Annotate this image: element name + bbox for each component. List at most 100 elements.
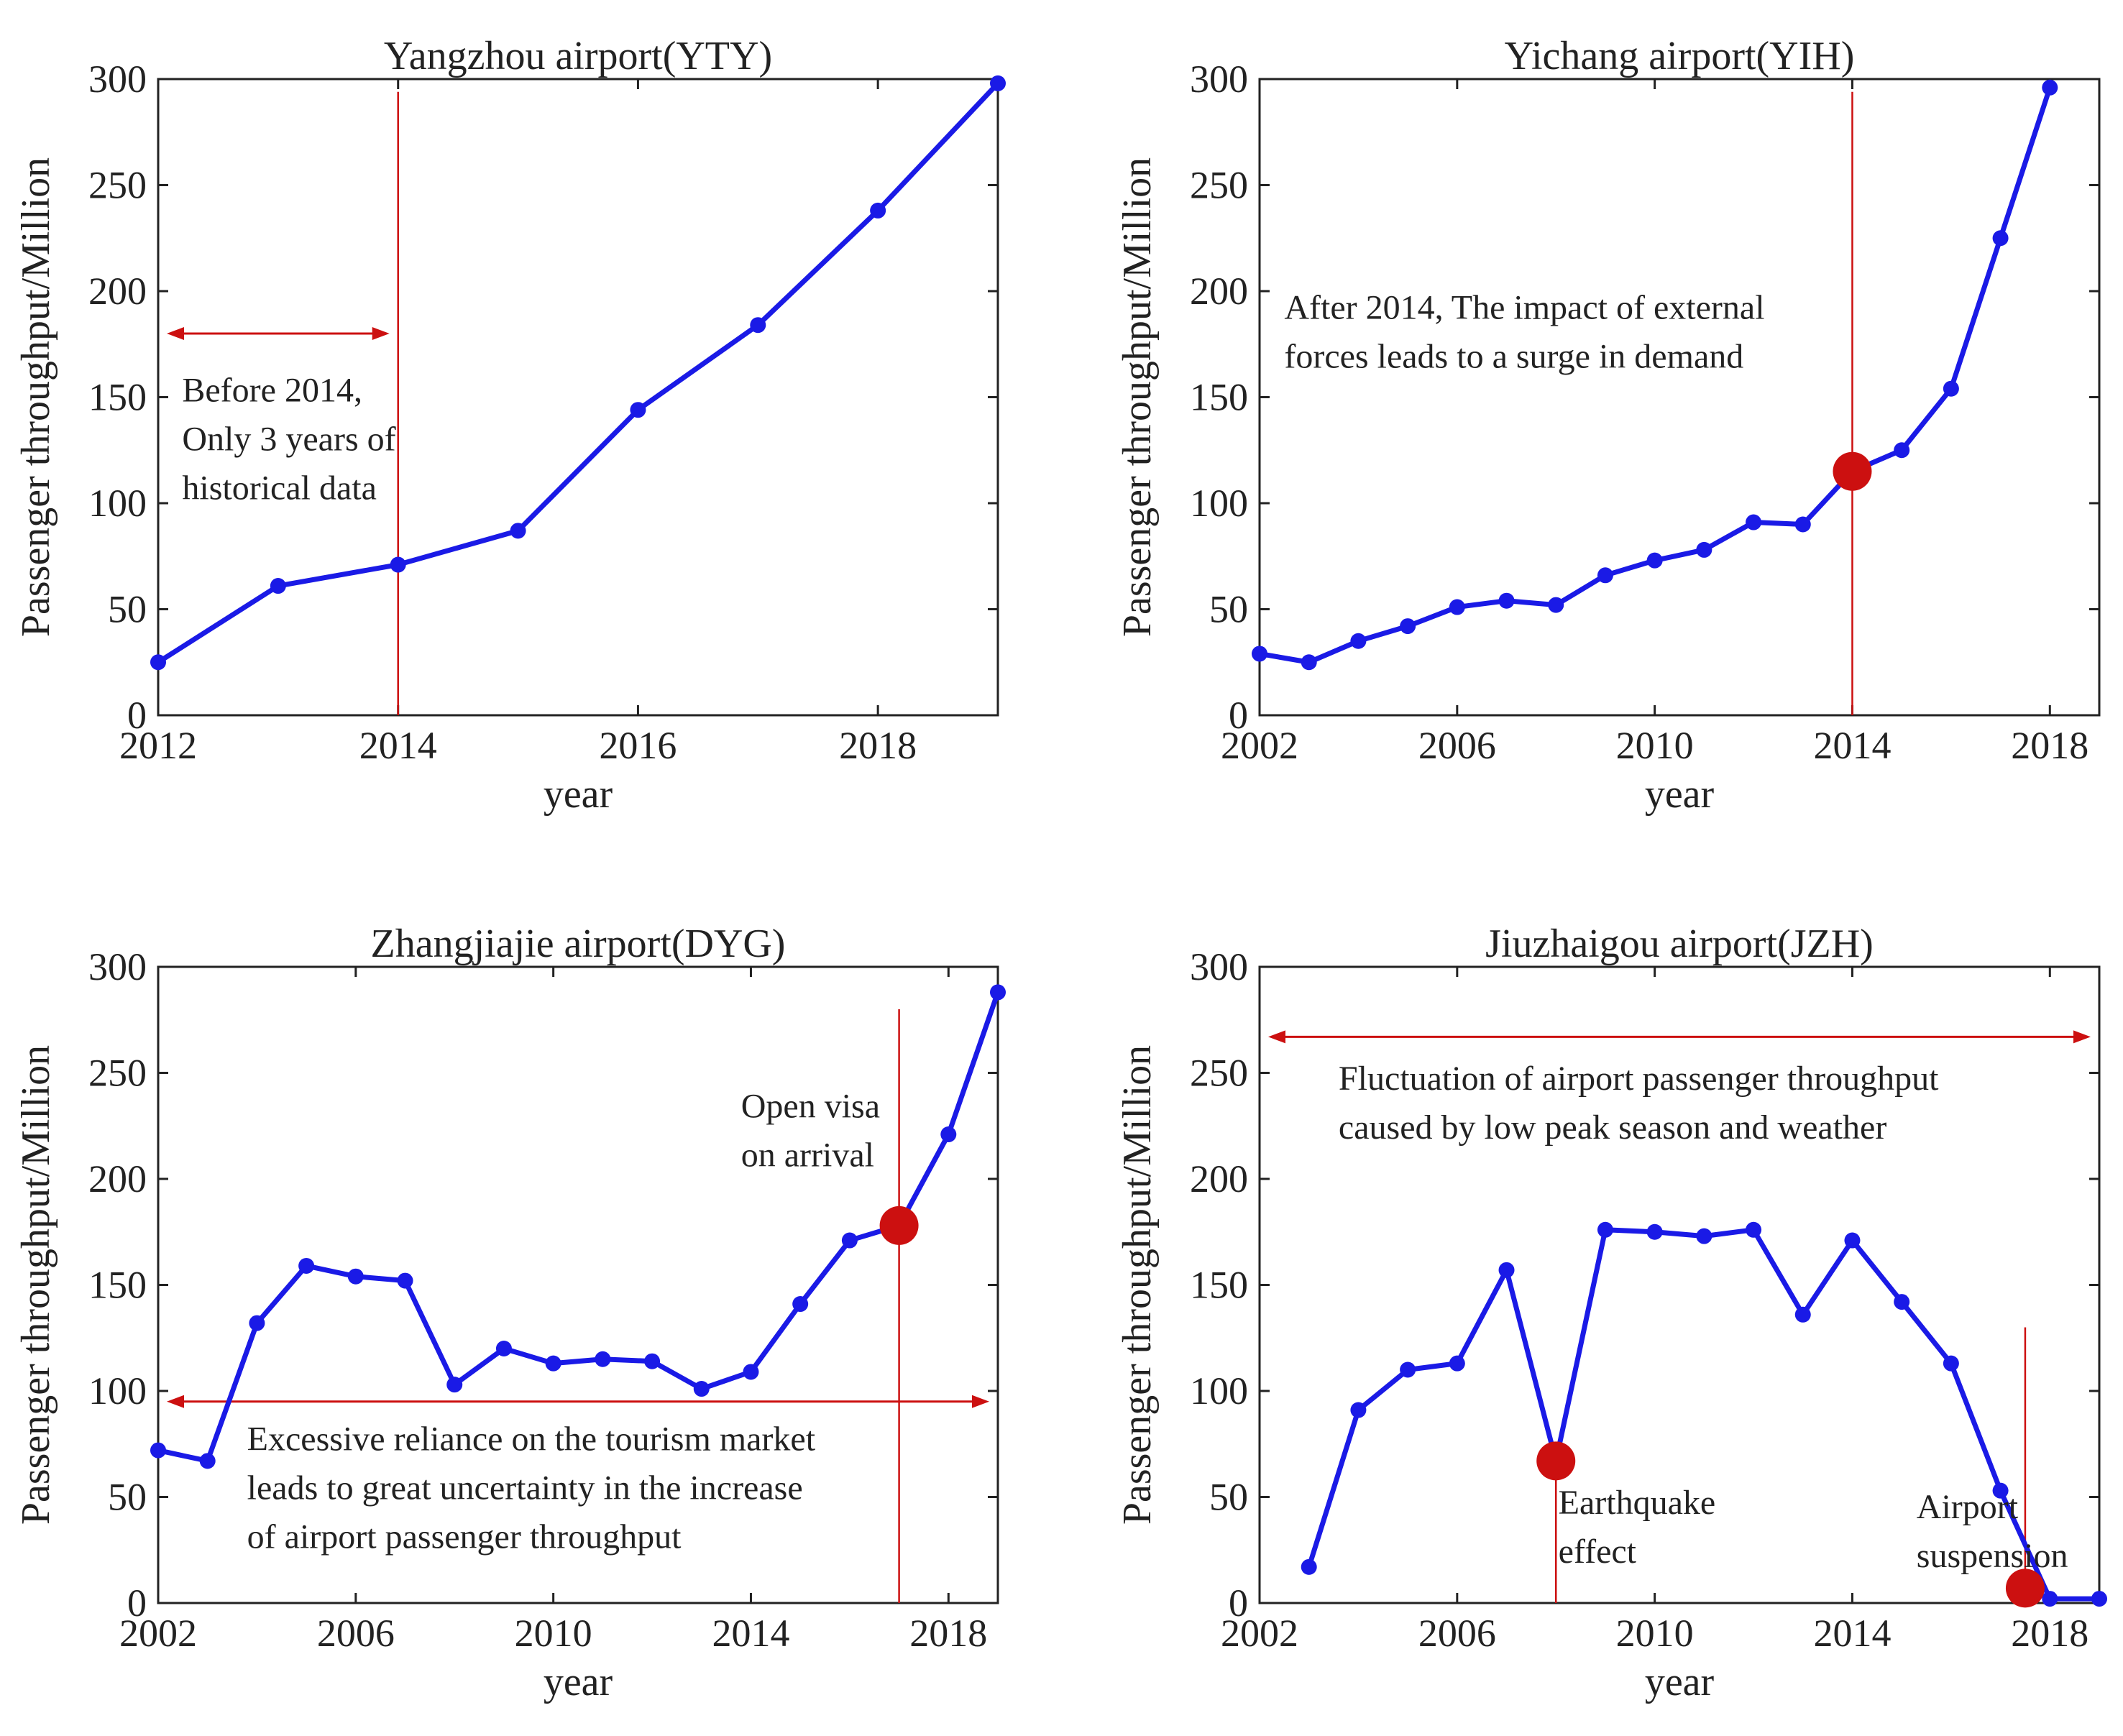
y-tick-label: 200 [1190, 1157, 1248, 1200]
annotation-text: Open visa on arrival [741, 1087, 880, 1174]
data-point [1746, 514, 1762, 531]
data-point [1301, 1558, 1317, 1575]
annotation-text: Excessive reliance on the tourism market… [247, 1420, 816, 1556]
annotation-line: Excessive reliance on the tourism market [247, 1420, 816, 1459]
y-tick-label: 150 [1190, 376, 1248, 419]
data-point [1943, 1355, 1959, 1372]
data-point [545, 1355, 561, 1372]
y-tick-label: 300 [1190, 945, 1248, 988]
data-point [1597, 1221, 1613, 1238]
data-point [1943, 380, 1959, 397]
x-tick-label: 2010 [515, 1612, 592, 1655]
y-tick-label: 200 [88, 270, 147, 313]
y-tick-label: 50 [108, 588, 147, 631]
data-point [990, 75, 1006, 91]
y-tick-label: 0 [1229, 694, 1248, 737]
y-tick-label: 200 [1190, 270, 1248, 313]
data-point [1498, 592, 1515, 609]
data-point [1794, 1306, 1811, 1323]
data-point [1746, 1221, 1762, 1238]
data-point [1548, 597, 1564, 613]
data-point [2042, 79, 2058, 96]
data-point [990, 984, 1006, 1001]
x-tick-label: 2018 [2011, 724, 2088, 767]
y-tick-label: 100 [1190, 482, 1248, 525]
data-point [644, 1353, 661, 1369]
data-point [495, 1341, 512, 1356]
x-tick-label: 2010 [1616, 724, 1694, 767]
data-point [630, 402, 646, 418]
x-tick-label: 2006 [1418, 1612, 1496, 1655]
data-point [841, 1232, 858, 1249]
annotation-line: Airport [1917, 1488, 2019, 1526]
series-line [155, 81, 1001, 665]
y-tick-label: 150 [88, 376, 147, 419]
plot-frame [1258, 78, 2101, 717]
x-axis-label: year [544, 772, 613, 817]
annotation-line: leads to great uncertainty in the increa… [247, 1469, 803, 1507]
annotation-text: Airport suspension [1917, 1488, 2068, 1575]
y-tick-label: 200 [88, 1157, 147, 1200]
x-tick-label: 2002 [1221, 1612, 1298, 1655]
data-point [2091, 1591, 2107, 1607]
data-point [298, 1257, 315, 1274]
annotation-line: suspension [1917, 1537, 2068, 1575]
annotation-line: of airport passenger throughput [247, 1518, 682, 1556]
span-arrow-head-left [167, 327, 184, 340]
annotation-line: caused by low peak season and weather [1339, 1108, 1886, 1147]
chart-title: Jiuzhaigou airport(JZH) [1485, 922, 1874, 966]
chart-panel-2: 0 50 100 150 200 250 300 2002 2006 2010 2014 2018 Yi… [1115, 34, 2101, 817]
y-tick-label: 0 [1229, 1581, 1248, 1625]
data-point [347, 1268, 364, 1285]
data-point [510, 523, 526, 539]
data-point [270, 578, 286, 594]
annotation-line: forces leads to a surge in demand [1284, 337, 1743, 375]
data-point [150, 1442, 166, 1459]
y-tick-label: 300 [88, 945, 147, 988]
annotation-text: Earthquake effect [1559, 1484, 1716, 1571]
y-tick-label: 300 [88, 58, 147, 101]
data-point [750, 317, 766, 334]
y-axis-label: Passenger throughput/Million [14, 1045, 58, 1525]
x-tick-label: 2002 [119, 1612, 197, 1655]
y-tick-label: 0 [127, 694, 147, 737]
x-axis-label: year [544, 1660, 613, 1704]
data-point [2042, 1591, 2058, 1607]
annotation-line: effect [1559, 1533, 1637, 1571]
data-point [1696, 541, 1712, 558]
x-tick-label: 2018 [909, 1612, 987, 1655]
chart-panel-3: 0 50 100 150 200 250 300 2002 2006 2010 2014 2018 Zh… [14, 922, 1006, 1704]
data-point [1252, 646, 1267, 662]
data-point [1794, 516, 1811, 533]
y-tick-label: 250 [1190, 164, 1248, 207]
x-tick-label: 2010 [1616, 1612, 1694, 1655]
annotation-line: Earthquake [1559, 1484, 1716, 1522]
data-point [940, 1126, 957, 1143]
data-point [446, 1377, 463, 1393]
event-marker [879, 1205, 919, 1245]
data-point [1646, 552, 1663, 569]
data-point [1449, 599, 1465, 615]
span-arrow-head-left [167, 1395, 184, 1408]
y-tick-label: 50 [1209, 588, 1248, 631]
annotation-line: Open visa [741, 1087, 880, 1125]
y-tick-label: 100 [1190, 1369, 1248, 1413]
data-point [743, 1364, 759, 1380]
annotation-line: After 2014, The impact of external [1284, 288, 1764, 326]
span-arrow-head-left [1268, 1030, 1285, 1044]
span-arrow-head-right [972, 1395, 989, 1408]
data-point [150, 654, 166, 671]
x-tick-label: 2014 [712, 1612, 789, 1655]
span-arrow-head-right [2073, 1030, 2091, 1044]
x-tick-label: 2006 [1418, 724, 1496, 767]
chart-title: Zhangjiajie airport(DYG) [371, 922, 786, 966]
data-point [1894, 1294, 1910, 1310]
y-tick-label: 250 [1190, 1052, 1248, 1095]
y-tick-label: 150 [1190, 1264, 1248, 1307]
x-tick-label: 2014 [359, 724, 437, 767]
annotation-line: Only 3 years of [182, 420, 395, 458]
y-axis-label: Passenger throughput/Million [1115, 157, 1160, 637]
data-point [1992, 230, 2009, 247]
data-point [792, 1296, 809, 1313]
